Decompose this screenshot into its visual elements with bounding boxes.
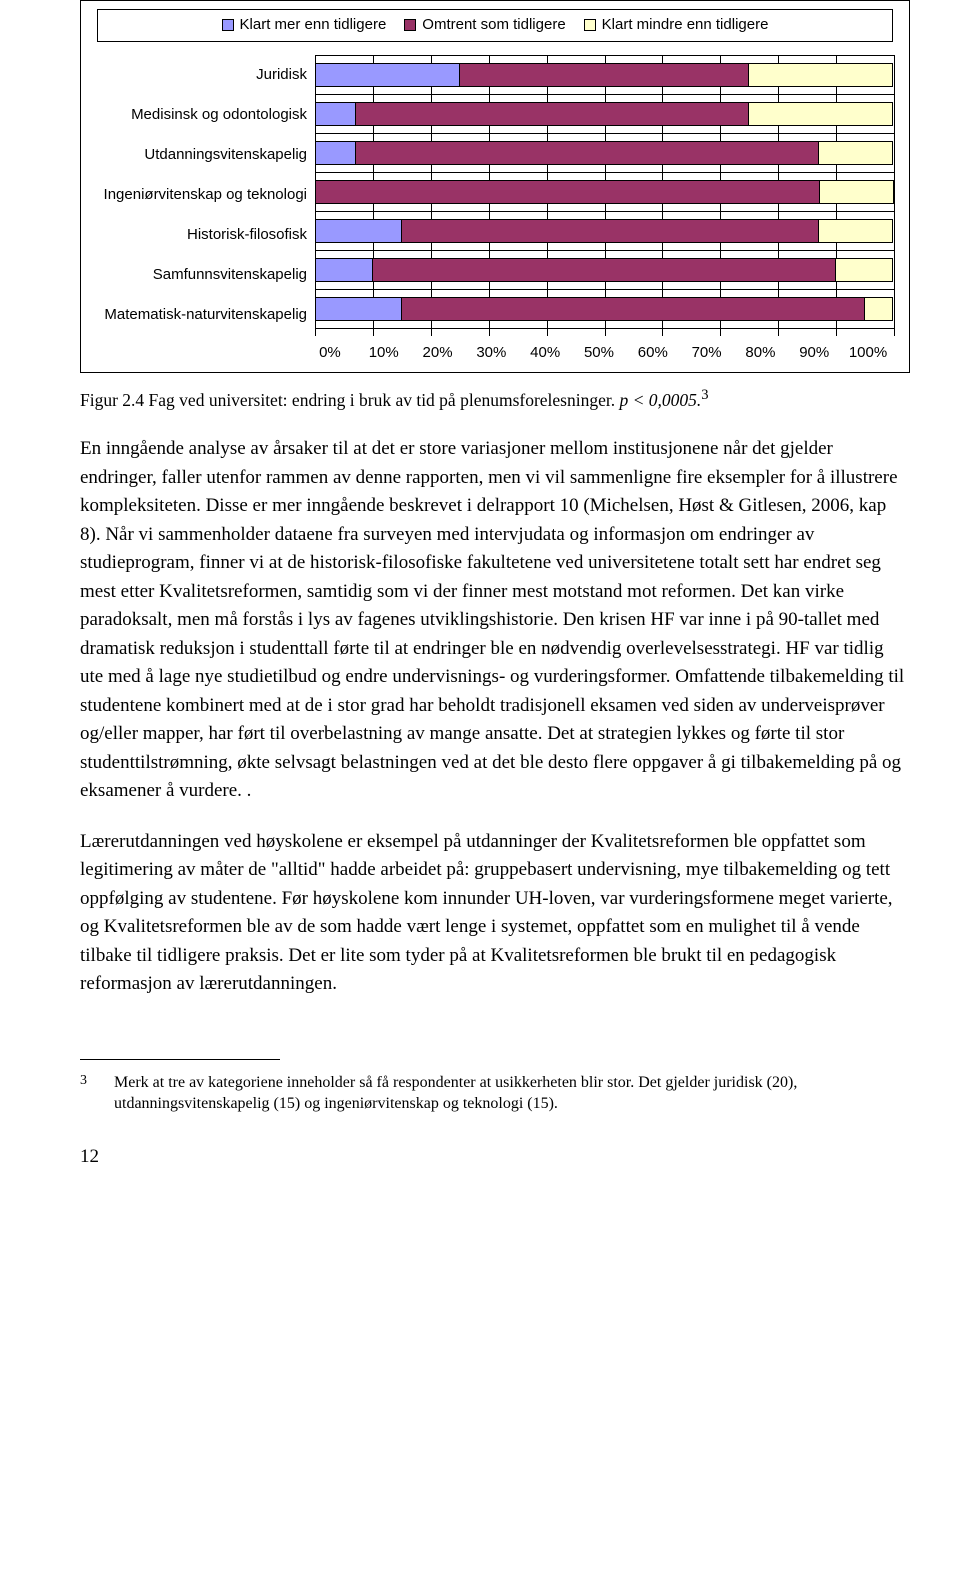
bar-row	[315, 94, 895, 134]
bar-row	[315, 172, 895, 212]
bar-segment	[748, 63, 893, 87]
bar-segment	[864, 297, 893, 321]
legend-label: Klart mindre enn tidligere	[602, 14, 769, 37]
y-axis-label: Samfunnsvitenskapelig	[95, 256, 307, 296]
y-axis-label: Juridisk	[95, 56, 307, 96]
bar-segment	[459, 63, 749, 87]
figure-caption: Figur 2.4 Fag ved universitet: endring i…	[80, 385, 910, 413]
body-paragraph-1: En inngående analyse av årsaker til at d…	[80, 435, 910, 806]
figure-2-4-chart: Klart mer enn tidligere Omtrent som tidli…	[80, 0, 910, 373]
bar-segment	[819, 180, 894, 204]
body-paragraph-2: Lærerutdanningen ved høyskolene er eksem…	[80, 828, 910, 999]
bar-segment	[835, 258, 893, 282]
bar-segment	[818, 141, 893, 165]
caption-pvalue: p < 0,0005.	[619, 390, 701, 410]
bar-segment	[372, 258, 836, 282]
bar-row	[315, 289, 895, 329]
bar-row	[315, 133, 895, 173]
bar-row	[315, 211, 895, 251]
bar-segment	[315, 102, 356, 126]
bar-segment	[401, 219, 819, 243]
caption-footnote-ref: 3	[701, 387, 708, 403]
footnote-3: 3 Merk at tre av kategoriene inneholder …	[80, 1072, 910, 1115]
bar-segment	[401, 297, 865, 321]
bar-segment	[315, 63, 460, 87]
bar-segment	[818, 219, 893, 243]
footnote-number: 3	[80, 1072, 94, 1115]
bar-segment	[355, 102, 749, 126]
y-axis-label: Ingeniørvitenskap og teknologi	[95, 176, 307, 216]
bar-segment	[315, 219, 402, 243]
bar-segment	[315, 180, 820, 204]
chart-plot-area	[315, 56, 895, 336]
bar-segment	[355, 141, 819, 165]
legend-swatch	[404, 19, 416, 31]
y-axis-label: Medisinsk og odontologisk	[95, 96, 307, 136]
legend-item: Omtrent som tidligere	[404, 14, 565, 37]
legend-swatch	[584, 19, 596, 31]
legend-label: Omtrent som tidligere	[422, 14, 565, 37]
y-axis-label: Utdanningsvitenskapelig	[95, 136, 307, 176]
legend-item: Klart mer enn tidligere	[222, 14, 387, 37]
footnote-text: Merk at tre av kategoriene inneholder så…	[114, 1072, 910, 1115]
page-number: 12	[80, 1143, 910, 1172]
y-axis-label: Matematisk-naturvitenskapelig	[95, 296, 307, 336]
bar-row	[315, 250, 895, 290]
bar-segment	[315, 297, 402, 321]
chart-y-axis-labels: JuridiskMedisinsk og odontologiskUtdanni…	[95, 56, 315, 336]
caption-text: Figur 2.4 Fag ved universitet: endring i…	[80, 390, 619, 410]
y-axis-label: Historisk-filosofisk	[95, 216, 307, 256]
bar-row	[315, 55, 895, 95]
chart-bars	[315, 55, 895, 329]
bar-segment	[315, 141, 356, 165]
bar-segment	[315, 258, 373, 282]
legend-swatch	[222, 19, 234, 31]
x-axis-label: 100%	[835, 342, 901, 365]
chart-legend: Klart mer enn tidligere Omtrent som tidli…	[97, 9, 893, 42]
legend-label: Klart mer enn tidligere	[240, 14, 387, 37]
bar-segment	[748, 102, 893, 126]
legend-item: Klart mindre enn tidligere	[584, 14, 769, 37]
footnote-separator	[80, 1059, 280, 1060]
chart-x-axis-labels: 0%10%20%30%40%50%60%70%80%90%100%	[309, 336, 901, 365]
